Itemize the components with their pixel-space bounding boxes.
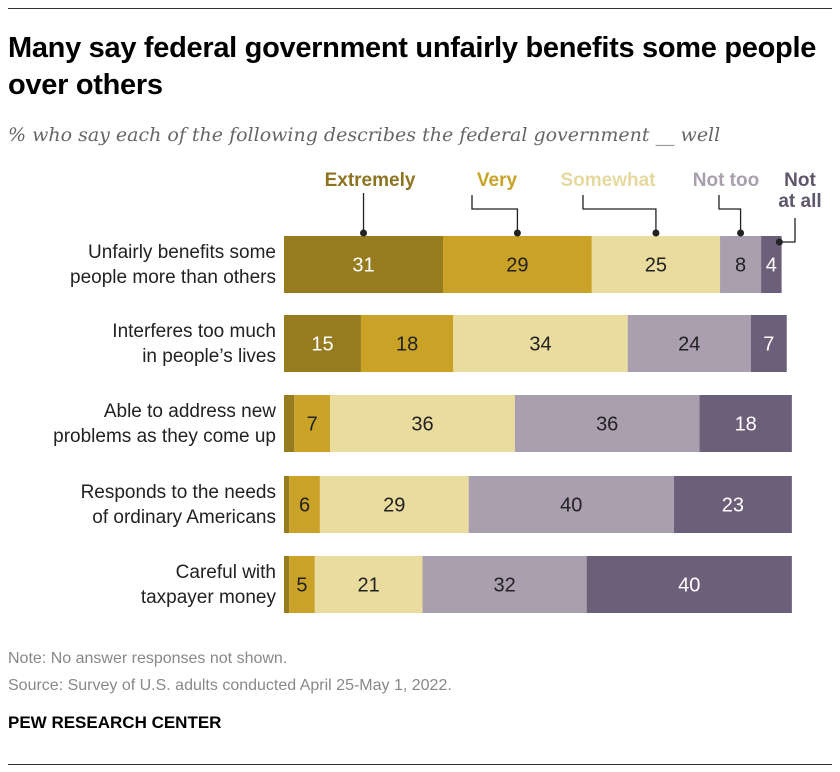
bar-segment-somewhat [591, 236, 721, 293]
bar-segment-not-too [720, 236, 762, 293]
bar-segment-extremely [284, 315, 361, 372]
data-label: 7 [763, 334, 774, 356]
legend-leader-line [718, 195, 742, 233]
legend-label: at all [778, 191, 821, 212]
bar-segment-somewhat [319, 476, 469, 533]
data-label: 36 [411, 414, 433, 436]
data-label: 34 [529, 334, 551, 356]
stacked-bar-chart: Unfairly benefits some people more than o… [53, 170, 822, 613]
legend-label: Not [784, 170, 816, 191]
category-label: people more than others [70, 267, 276, 288]
data-label: 6 [299, 495, 310, 517]
data-label: 40 [678, 575, 700, 597]
bar-segment-somewhat [314, 556, 423, 613]
category-label: Unfairly benefits some [88, 242, 276, 263]
data-label: 7 [307, 414, 318, 436]
brand-logo-text: PEW RESEARCH CENTER [8, 713, 222, 732]
data-label: 31 [352, 255, 374, 277]
legend-leader-dot [360, 229, 368, 237]
legend-leader-line [779, 218, 796, 243]
data-label: 15 [311, 334, 333, 356]
category-label: problems as they come up [53, 426, 276, 447]
data-label: 18 [735, 414, 757, 436]
chart-source: Source: Survey of U.S. adults conducted … [8, 677, 452, 694]
top-rule [8, 8, 832, 9]
data-label: 29 [383, 495, 405, 517]
legend-leader-dot [652, 229, 660, 237]
bar-segment-very [360, 315, 454, 372]
chart-subtitle: % who say each of the following describe… [8, 124, 721, 146]
data-label: 18 [396, 334, 418, 356]
data-label: 21 [358, 575, 380, 597]
chart-note: Note: No answer responses not shown. [8, 650, 288, 667]
data-label: 23 [722, 495, 744, 517]
legend-label: Extremely [325, 170, 416, 191]
bar-segment-extremely [284, 556, 290, 613]
bar-segment-not-too [627, 315, 751, 372]
data-label: 25 [645, 255, 667, 277]
data-label: 24 [678, 334, 700, 356]
bar-segment-not-at-all [761, 236, 782, 293]
bar-segment-not-at-all [586, 556, 792, 613]
category-label: of ordinary Americans [92, 507, 276, 528]
data-label: 5 [296, 575, 307, 597]
legend-leader-dot [737, 229, 745, 237]
bar-segment-not-at-all [750, 315, 787, 372]
bar-segment-not-too [422, 556, 587, 613]
legend-label: Very [477, 170, 518, 191]
bar-segment-somewhat [330, 395, 515, 452]
bar-segment-very [289, 476, 320, 533]
bar-segment-not-too [514, 395, 700, 452]
bar-segment-extremely [284, 395, 295, 452]
category-label: Careful with [176, 562, 276, 583]
category-label: Interferes too much [112, 321, 276, 342]
data-label: 32 [493, 575, 515, 597]
data-label: 8 [735, 255, 746, 277]
legend-leader-line [471, 195, 519, 233]
category-label: Responds to the needs [81, 482, 276, 503]
bar-segment-extremely [284, 236, 444, 293]
data-label: 29 [506, 255, 528, 277]
bottom-rule [8, 764, 832, 765]
bar-segment-not-at-all [673, 476, 792, 533]
bar-segment-very [443, 236, 592, 293]
data-label: 4 [766, 255, 777, 277]
legend-leader-line [582, 195, 657, 233]
bar-segment-not-at-all [699, 395, 792, 452]
legend-leader-dot [775, 238, 783, 246]
legend-label: Somewhat [560, 170, 656, 191]
bar-segment-very [289, 556, 315, 613]
legend-leader-dot [513, 229, 521, 237]
category-label: taxpayer money [141, 587, 277, 608]
bar-segment-very [294, 395, 331, 452]
data-label: 36 [596, 414, 618, 436]
chart-title: Many say federal government unfairly ben… [8, 32, 817, 101]
bar-segment-extremely [284, 476, 290, 533]
legend-label: Not too [693, 170, 759, 191]
category-label: in people’s lives [142, 346, 276, 367]
bar-segment-not-too [468, 476, 674, 533]
category-label: Able to address new [104, 401, 276, 422]
data-label: 40 [560, 495, 582, 517]
bar-segment-somewhat [453, 315, 628, 372]
